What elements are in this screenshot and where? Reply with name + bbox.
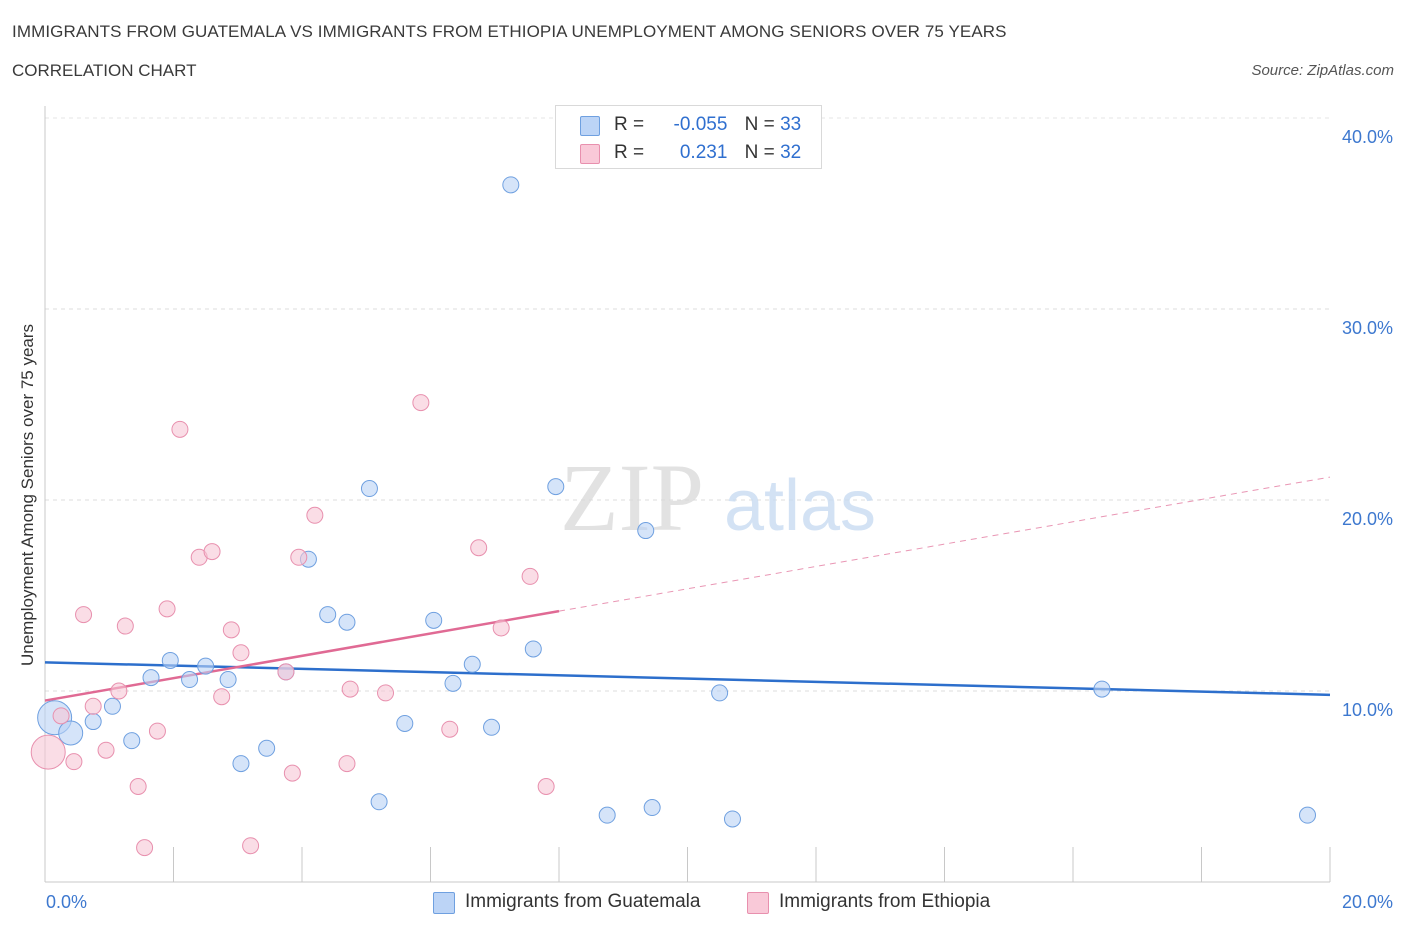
ethiopia-point [521, 567, 539, 585]
guatemala-point [723, 810, 741, 828]
guatemala-point [58, 720, 84, 746]
ethiopia-point [306, 506, 324, 524]
ethiopia-legend-swatch [747, 892, 769, 914]
source-note: Source: ZipAtlas.com [1251, 62, 1394, 79]
ethiopia-point [65, 753, 83, 771]
guatemala-point [711, 684, 729, 702]
y-axis-label: Unemployment Among Seniors over 75 years [18, 323, 37, 667]
guatemala-point [161, 651, 179, 669]
guatemala-point [181, 671, 199, 689]
ethiopia-point [116, 617, 134, 635]
guatemala-point [598, 806, 616, 824]
ethiopia-point [52, 707, 70, 725]
grid-lines [45, 117, 1330, 692]
guatemala-point [444, 674, 462, 692]
data-points [30, 176, 1317, 857]
trend-line-guatemala [44, 661, 1331, 697]
ethiopia-point [158, 600, 176, 618]
ethiopia-point [30, 734, 66, 770]
y-tick-label: 20.0% [1342, 509, 1393, 529]
ethiopia-point [129, 778, 147, 795]
guatemala-point [360, 480, 378, 498]
trend-line-ethiopia [44, 609, 560, 702]
guatemala-point [1093, 680, 1111, 698]
y-tick-label: 10.0% [1342, 700, 1393, 720]
watermark-atlas: atlas [724, 466, 876, 546]
trend-lines [44, 476, 1331, 702]
guatemala-point [197, 657, 215, 675]
ethiopia-point [213, 688, 231, 706]
ethiopia-point [377, 684, 395, 702]
y-tick-label: 40.0% [1342, 127, 1393, 147]
ethiopia-point [441, 720, 459, 738]
ethiopia-point [232, 644, 250, 662]
tick-labels: 10.0% 20.0% 30.0% 40.0% 0.0% 20.0% [46, 127, 1393, 912]
guatemala-point [524, 640, 542, 658]
watermark-zip: ZIP [560, 444, 704, 551]
n-label: N = [744, 142, 775, 163]
guatemala-legend-swatch [433, 892, 455, 914]
x-tick-label: 0.0% [46, 892, 87, 912]
n-value: 32 [780, 142, 802, 163]
stats-legend: R = -0.055 N = 33 R = 0.231 N = 32 [555, 105, 822, 169]
ethiopia-point [136, 839, 154, 857]
guatemala-point [123, 732, 141, 750]
guatemala-point [637, 522, 655, 540]
ethiopia-point [492, 619, 510, 637]
r-label: R = [614, 114, 645, 135]
guatemala-point [219, 671, 237, 689]
ethiopia-point [171, 420, 189, 438]
ethiopia-point [84, 697, 102, 715]
ethiopia-point [242, 837, 260, 855]
legend-label-ethiopia: Immigrants from Ethiopia [779, 891, 991, 912]
ethiopia-point [97, 741, 115, 759]
ethiopia-point [148, 722, 166, 740]
guatemala-point [84, 713, 102, 731]
r-value: -0.055 [673, 114, 728, 135]
guatemala-point [370, 793, 388, 811]
guatemala-point [463, 655, 481, 673]
ethiopia-point [470, 539, 488, 557]
guatemala-point [425, 611, 443, 629]
ethiopia-point [203, 543, 221, 561]
guatemala-point [483, 718, 501, 736]
guatemala-point [338, 613, 356, 631]
r-label: R = [614, 142, 645, 163]
guatemala-point [319, 606, 337, 624]
guatemala-point [232, 755, 250, 773]
chart-subtitle: CORRELATION CHART [12, 61, 197, 80]
ethiopia-point [283, 764, 301, 782]
guatemala-swatch [580, 116, 600, 136]
guatemala-point [103, 697, 121, 715]
y-tick-label: 30.0% [1342, 318, 1393, 338]
r-value: 0.231 [679, 142, 728, 163]
ethiopia-point [290, 548, 308, 566]
guatemala-point [142, 669, 160, 687]
ethiopia-point [412, 394, 430, 412]
ethiopia-point [277, 663, 295, 681]
guatemala-point [396, 714, 414, 732]
guatemala-point [1299, 806, 1317, 824]
legend-label-guatemala: Immigrants from Guatemala [465, 891, 701, 912]
ethiopia-swatch [580, 144, 600, 164]
ethiopia-point [338, 755, 356, 773]
chart-title: IMMIGRANTS FROM GUATEMALA VS IMMIGRANTS … [12, 22, 1007, 41]
x-tick-label: 20.0% [1342, 892, 1393, 912]
n-value: 33 [780, 114, 802, 135]
trend-line-ethiopia-extension [558, 476, 1331, 612]
guatemala-point [502, 176, 520, 194]
ethiopia-point [537, 778, 555, 795]
guatemala-point [643, 799, 661, 817]
ethiopia-point [341, 680, 359, 698]
ethiopia-point [75, 606, 93, 624]
guatemala-point [547, 478, 565, 496]
guatemala-point [258, 739, 276, 757]
ethiopia-point [222, 621, 240, 639]
ethiopia-point [110, 682, 128, 700]
n-label: N = [744, 114, 775, 135]
